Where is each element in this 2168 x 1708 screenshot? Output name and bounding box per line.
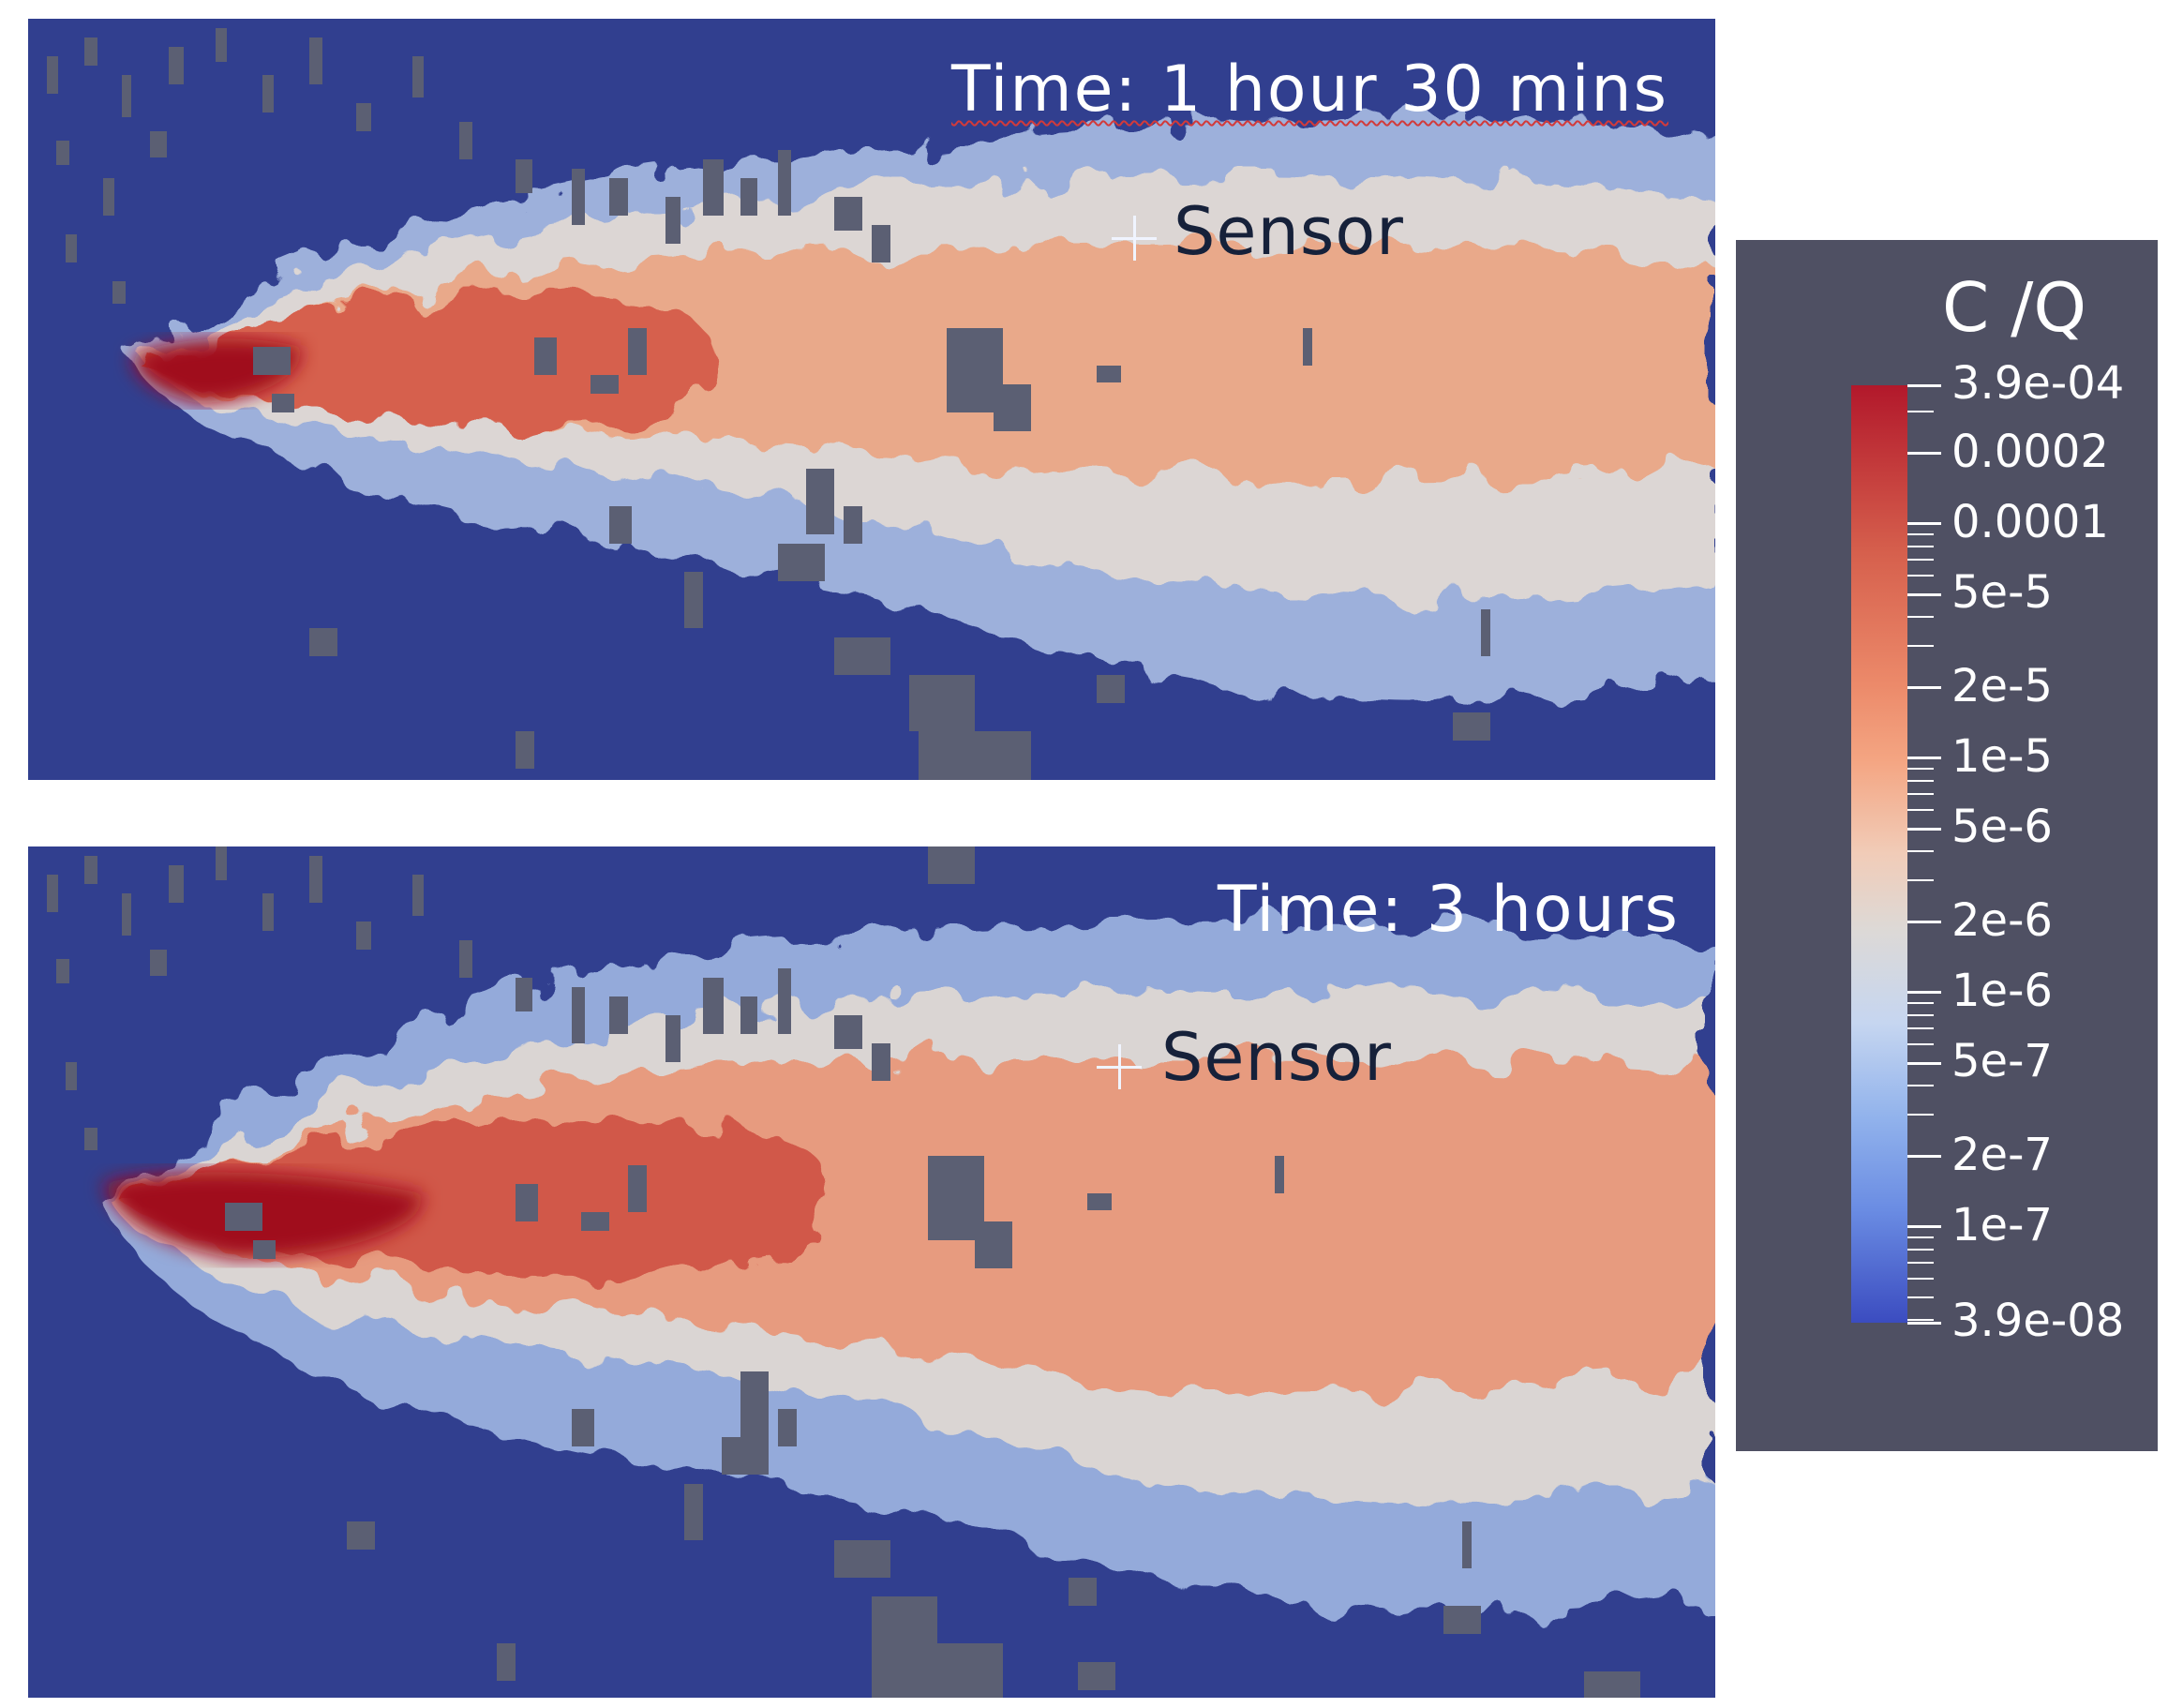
plume-map-panel-1: Sensor Time: 1 hour 30 mins: [28, 19, 1715, 780]
colorbar-major-tick: [1907, 686, 1941, 689]
buildings-1: [47, 28, 1490, 780]
colorbar-tick-label: 0.0002: [1951, 425, 2109, 478]
colorbar-major-tick: [1907, 383, 1941, 387]
colorbar-major-tick: [1907, 1061, 1941, 1065]
colorbar-minor-tick: [1907, 1236, 1934, 1239]
colorbar-minor-tick: [1907, 1278, 1934, 1281]
colorbar-minor-tick: [1907, 533, 1934, 536]
colorbar-minor-tick: [1907, 768, 1934, 771]
colorbar-minor-tick: [1907, 1296, 1934, 1299]
colorbar-minor-tick: [1907, 545, 1934, 547]
colorbar-minor-tick: [1907, 879, 1934, 882]
colorbar-tick-label: 3.9e-08: [1951, 1295, 2125, 1347]
sensor-label-2: Sensor: [1161, 1019, 1392, 1096]
plume-2: [103, 922, 1715, 1616]
colorbar-minor-tick: [1907, 793, 1934, 796]
colorbar-minor-tick: [1907, 575, 1934, 577]
colorbar-minor-tick: [1907, 1085, 1934, 1087]
colorbar-tick-label: 5e-5: [1951, 566, 2053, 620]
colorbar-tick-label: 1e-5: [1951, 729, 2053, 783]
plume-map-2: [28, 847, 1715, 1698]
colorbar-tick-label: 5e-6: [1951, 801, 2053, 854]
colorbar-tick-label: 5e-7: [1951, 1035, 2053, 1088]
plume-1: [131, 117, 1715, 702]
colorbar-minor-tick: [1907, 1248, 1934, 1251]
colorbar-major-tick: [1907, 452, 1941, 455]
plume-map-1: [28, 19, 1715, 780]
plume-map-panel-2: Sensor Time: 3 hours: [28, 847, 1715, 1698]
time-label-2: Time: 3 hours: [1218, 873, 1680, 947]
colorbar-minor-tick: [1907, 1262, 1934, 1265]
colorbar-minor-tick: [1907, 809, 1934, 812]
sensor-marker-2: [1097, 1044, 1142, 1089]
colorbar-minor-tick: [1907, 1013, 1934, 1016]
colorbar-minor-tick: [1907, 411, 1934, 413]
colorbar-ticks: 3.9e-04 0.0002 0.0001 5e-5 2e-5 1e-5 5e-6 2e-6 1…: [1736, 240, 2158, 1451]
colorbar-major-tick: [1907, 1321, 1941, 1325]
colorbar-major-tick: [1907, 757, 1941, 760]
colorbar-minor-tick: [1907, 1002, 1934, 1005]
colorbar-major-tick: [1907, 991, 1941, 995]
colorbar-major-tick: [1907, 827, 1941, 831]
time-label-1: Time: 1 hour 30 mins: [951, 52, 1668, 127]
colorbar-tick-label: 2e-5: [1951, 659, 2053, 712]
colorbar-minor-tick: [1907, 1319, 1934, 1322]
colorbar-major-tick: [1907, 522, 1941, 526]
colorbar-minor-tick: [1907, 850, 1934, 853]
source-hotspot-2: [103, 1172, 423, 1259]
colorbar-tick-label: 3.9e-04: [1951, 357, 2125, 410]
colorbar-major-tick: [1907, 921, 1941, 923]
colorbar-title: C /Q: [1942, 268, 2087, 347]
colorbar-major-tick: [1907, 1155, 1941, 1158]
colorbar-major-tick: [1907, 592, 1941, 596]
colorbar-minor-tick: [1907, 1027, 1934, 1030]
sensor-marker-1: [1112, 216, 1157, 261]
sensor-label-1: Sensor: [1174, 193, 1404, 270]
colorbar-minor-tick: [1907, 1043, 1934, 1046]
colorbar-tick-label: 1e-6: [1951, 964, 2053, 1017]
time-label-1-text: Time: 1 hour 30 mins: [951, 52, 1668, 127]
colorbar-tick-label: 1e-7: [1951, 1198, 2053, 1251]
colorbar-minor-tick: [1907, 1114, 1934, 1116]
colorbar-tick-label: 2e-6: [1951, 893, 2053, 947]
colorbar-major-tick: [1907, 1225, 1941, 1229]
colorbar-minor-tick: [1907, 779, 1934, 782]
colorbar-legend: C /Q 3.9e-04 0.0002 0.0001 5e-5 2e-5 1e-5 5e-6…: [1736, 240, 2158, 1451]
colorbar-minor-tick: [1907, 645, 1934, 648]
colorbar-minor-tick: [1907, 559, 1934, 562]
colorbar-gradient: [1851, 385, 1907, 1323]
colorbar-minor-tick: [1907, 616, 1934, 619]
colorbar-tick-label: 0.0001: [1951, 495, 2109, 548]
time-label-2-text: Time: 3 hours: [1217, 873, 1680, 947]
colorbar-tick-label: 2e-7: [1951, 1128, 2053, 1181]
buildings-2: [47, 847, 1640, 1698]
